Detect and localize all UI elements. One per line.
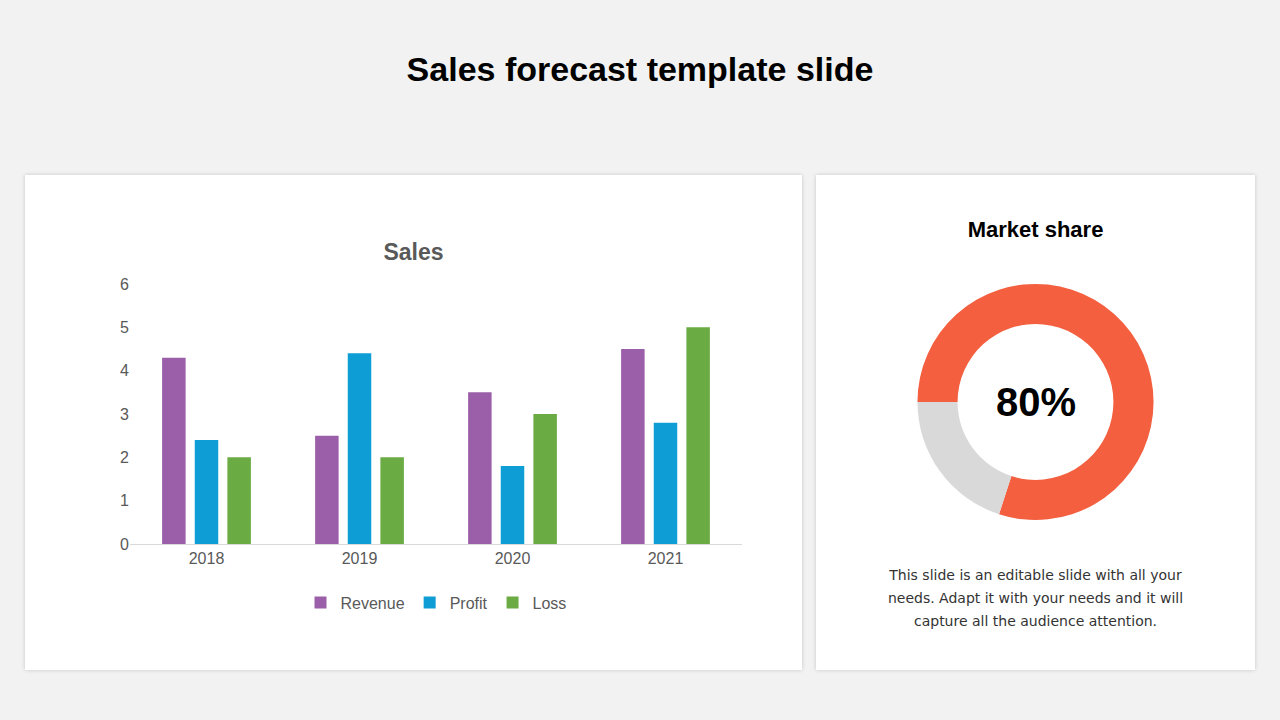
svg-text:2020: 2020 bbox=[495, 550, 531, 567]
svg-text:0: 0 bbox=[120, 536, 129, 553]
svg-text:Sales: Sales bbox=[383, 239, 443, 265]
svg-text:4: 4 bbox=[120, 362, 129, 379]
svg-text:2018: 2018 bbox=[189, 550, 225, 567]
svg-text:3: 3 bbox=[120, 406, 129, 423]
svg-text:Market share: Market share bbox=[968, 217, 1104, 242]
svg-text:2: 2 bbox=[120, 449, 129, 466]
html-text:Sales forecast template slide: Sales forecast template slide bbox=[406, 50, 874, 88]
svg-text:Loss: Loss bbox=[533, 595, 567, 612]
svg-text:2021: 2021 bbox=[648, 550, 684, 567]
svg-text:Revenue: Revenue bbox=[341, 595, 405, 612]
svg-text:5: 5 bbox=[120, 319, 129, 336]
html-text:This slide is an editable slid: This slide is an editable slide with all… bbox=[887, 567, 1184, 629]
svg-text:80%: 80% bbox=[996, 380, 1076, 424]
svg-text:2019: 2019 bbox=[342, 550, 378, 567]
svg-text:1: 1 bbox=[120, 492, 129, 509]
svg-text:6: 6 bbox=[120, 276, 129, 293]
svg-text:Profit: Profit bbox=[450, 595, 488, 612]
